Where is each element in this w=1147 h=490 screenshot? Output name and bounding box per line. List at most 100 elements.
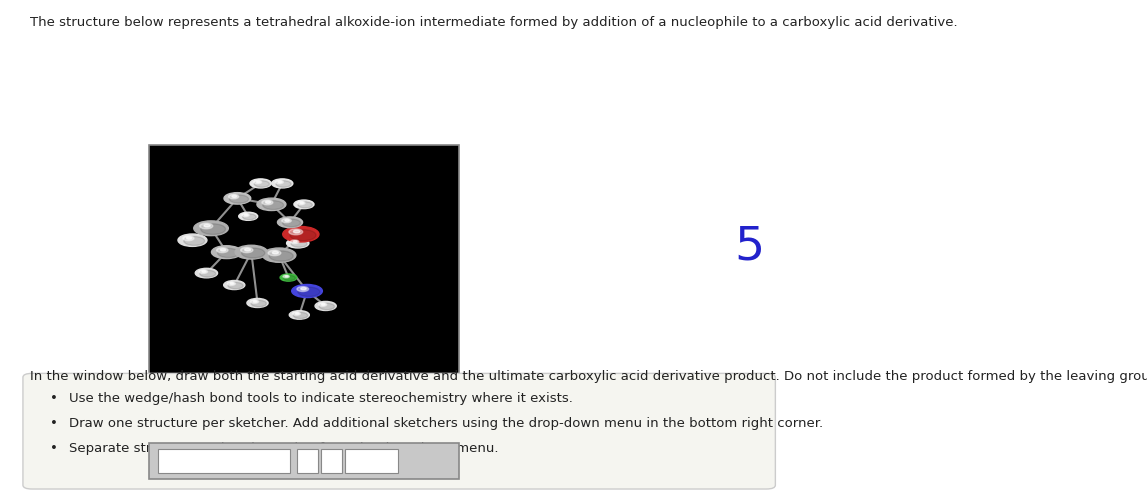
Circle shape xyxy=(187,237,192,239)
Circle shape xyxy=(227,282,235,285)
Circle shape xyxy=(319,303,327,306)
Circle shape xyxy=(228,282,243,289)
Text: labels: labels xyxy=(354,456,389,466)
Circle shape xyxy=(250,179,271,188)
Circle shape xyxy=(298,202,312,208)
Circle shape xyxy=(263,248,296,262)
Circle shape xyxy=(278,217,303,228)
Circle shape xyxy=(298,287,320,296)
Circle shape xyxy=(242,214,256,220)
Circle shape xyxy=(244,214,248,216)
Circle shape xyxy=(235,245,267,259)
Circle shape xyxy=(229,195,249,203)
FancyBboxPatch shape xyxy=(23,373,775,489)
Circle shape xyxy=(283,275,296,281)
Circle shape xyxy=(232,196,236,197)
Circle shape xyxy=(294,230,301,233)
Circle shape xyxy=(272,251,279,254)
Circle shape xyxy=(263,200,283,210)
Circle shape xyxy=(224,280,244,290)
FancyBboxPatch shape xyxy=(345,449,398,473)
Circle shape xyxy=(270,251,294,261)
Circle shape xyxy=(289,229,303,235)
Circle shape xyxy=(229,283,234,284)
Circle shape xyxy=(283,275,289,278)
FancyBboxPatch shape xyxy=(321,449,342,473)
Circle shape xyxy=(291,240,307,247)
FancyBboxPatch shape xyxy=(297,449,318,473)
Circle shape xyxy=(242,248,265,258)
Circle shape xyxy=(257,198,286,211)
Circle shape xyxy=(224,193,251,204)
Circle shape xyxy=(200,270,216,277)
Circle shape xyxy=(290,240,299,244)
FancyBboxPatch shape xyxy=(149,145,459,443)
Circle shape xyxy=(262,200,273,205)
Circle shape xyxy=(211,245,242,259)
Circle shape xyxy=(297,287,309,292)
Circle shape xyxy=(247,298,268,308)
Circle shape xyxy=(315,301,336,311)
Circle shape xyxy=(194,221,228,236)
Text: •: • xyxy=(50,417,58,431)
Text: Use the wedge/hash bond tools to indicate stereochemistry where it exists.: Use the wedge/hash bond tools to indicat… xyxy=(69,392,572,405)
Text: •: • xyxy=(50,442,58,455)
Circle shape xyxy=(195,269,218,278)
Circle shape xyxy=(218,248,240,258)
Circle shape xyxy=(200,223,213,229)
Circle shape xyxy=(244,248,250,251)
Text: Draw one structure per sketcher. Add additional sketchers using the drop-down me: Draw one structure per sketcher. Add add… xyxy=(69,417,822,431)
Circle shape xyxy=(297,201,305,205)
Circle shape xyxy=(239,212,258,220)
Circle shape xyxy=(286,276,288,277)
Text: In the window below, draw both the starting acid derivative and the ultimate car: In the window below, draw both the start… xyxy=(30,370,1147,383)
Circle shape xyxy=(251,300,266,307)
Circle shape xyxy=(253,180,262,184)
Circle shape xyxy=(250,300,258,303)
Circle shape xyxy=(272,179,292,188)
Circle shape xyxy=(242,214,249,217)
Circle shape xyxy=(268,250,281,256)
Circle shape xyxy=(220,249,226,251)
Circle shape xyxy=(201,224,226,234)
Circle shape xyxy=(295,313,299,314)
Circle shape xyxy=(228,195,239,199)
Circle shape xyxy=(178,234,206,246)
Circle shape xyxy=(292,312,301,315)
Circle shape xyxy=(287,239,309,248)
Circle shape xyxy=(241,247,253,253)
Circle shape xyxy=(275,180,283,184)
Text: -: - xyxy=(305,455,310,467)
Circle shape xyxy=(301,288,306,290)
Circle shape xyxy=(278,181,282,183)
Circle shape xyxy=(282,219,301,227)
Text: ⌄: ⌄ xyxy=(278,456,287,466)
Circle shape xyxy=(294,312,307,318)
Circle shape xyxy=(182,236,194,241)
Circle shape xyxy=(294,241,297,243)
Circle shape xyxy=(280,274,297,281)
Text: +: + xyxy=(326,455,337,467)
Circle shape xyxy=(299,202,304,204)
Circle shape xyxy=(290,230,317,241)
Circle shape xyxy=(294,200,314,209)
Circle shape xyxy=(291,285,322,297)
Circle shape xyxy=(282,219,291,222)
Circle shape xyxy=(289,311,310,319)
Text: 5: 5 xyxy=(734,225,764,270)
Circle shape xyxy=(256,181,260,183)
FancyBboxPatch shape xyxy=(149,443,459,479)
Circle shape xyxy=(200,270,208,273)
Circle shape xyxy=(283,226,319,242)
Text: Separate structures using the → sign from the drop-down menu.: Separate structures using the → sign fro… xyxy=(69,442,498,455)
Circle shape xyxy=(217,248,228,253)
Circle shape xyxy=(204,224,210,227)
Text: ball & stick: ball & stick xyxy=(165,456,228,466)
Text: The structure below represents a tetrahedral alkoxide-ion intermediate formed by: The structure below represents a tetrahe… xyxy=(30,16,958,29)
Circle shape xyxy=(184,237,204,245)
Circle shape xyxy=(255,181,270,187)
Circle shape xyxy=(321,304,325,305)
Circle shape xyxy=(253,300,257,302)
Circle shape xyxy=(319,303,335,310)
Circle shape xyxy=(265,201,271,203)
